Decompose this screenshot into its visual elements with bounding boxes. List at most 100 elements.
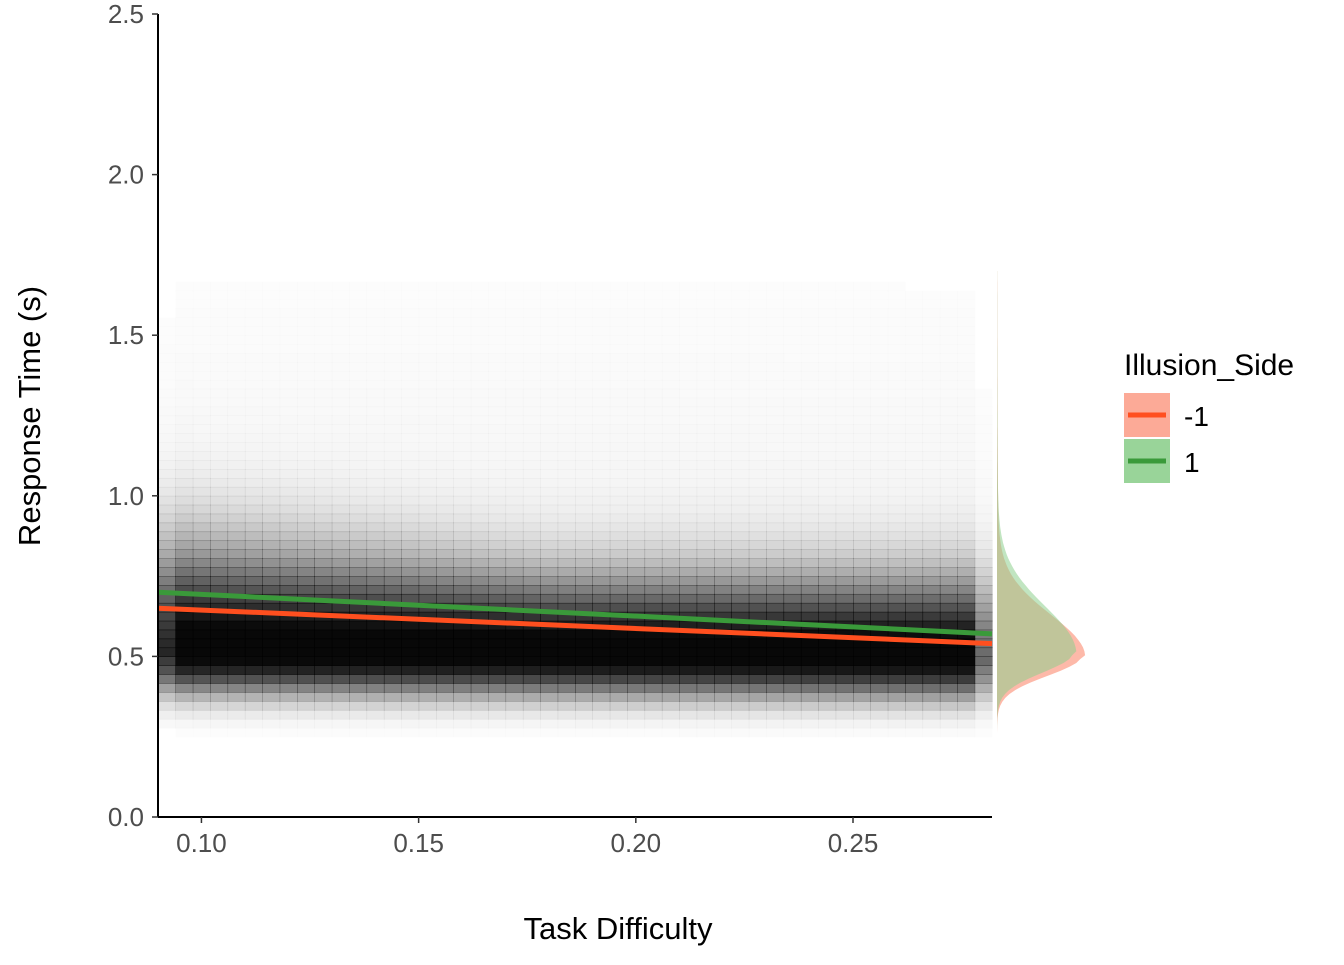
- heatmap-cell: [887, 692, 906, 702]
- heatmap-cell: [627, 665, 646, 675]
- heatmap-cell: [939, 692, 958, 702]
- heatmap-cell: [696, 709, 715, 720]
- heatmap-cell: [939, 602, 958, 613]
- heatmap-cell: [766, 469, 784, 479]
- x-axis-title: Task Difficulty: [524, 911, 713, 946]
- heatmap-cell: [679, 398, 697, 408]
- heatmap-cell: [436, 549, 454, 559]
- heatmap-cell: [923, 433, 941, 443]
- heatmap-cell: [470, 531, 489, 542]
- heatmap-cell: [522, 718, 541, 729]
- heatmap-cell: [922, 701, 941, 711]
- heatmap-cell: [922, 540, 941, 550]
- heatmap-cell: [471, 407, 489, 417]
- heatmap-cell: [627, 451, 645, 461]
- heatmap-cell: [853, 504, 871, 515]
- heatmap-cell: [644, 522, 663, 533]
- heatmap-cell: [557, 665, 576, 675]
- heatmap-cell: [227, 549, 246, 559]
- heatmap-cell: [419, 433, 437, 443]
- heatmap-cell: [731, 433, 749, 443]
- heatmap-cell: [800, 683, 819, 693]
- heatmap-cell: [453, 558, 472, 568]
- heatmap-cell: [923, 300, 941, 310]
- heatmap-cell: [366, 531, 385, 542]
- heatmap-cell: [922, 531, 941, 542]
- heatmap-cell: [470, 540, 489, 550]
- heatmap-cell: [609, 558, 628, 568]
- heatmap-cell: [627, 718, 646, 729]
- heatmap-cell: [731, 460, 749, 470]
- heatmap-cell: [714, 407, 732, 417]
- heatmap-cell: [974, 567, 993, 577]
- heatmap-cell: [210, 558, 229, 568]
- heatmap-cell: [366, 486, 385, 497]
- heatmap-cell: [766, 407, 784, 417]
- heatmap-cell: [558, 353, 576, 363]
- heatmap-cell: [453, 477, 472, 488]
- heatmap-cell: [714, 647, 732, 657]
- heatmap-cell: [609, 531, 628, 542]
- heatmap-cell: [506, 371, 524, 381]
- heatmap-cell: [940, 308, 958, 318]
- heatmap-cell: [766, 308, 784, 318]
- marginal-density-1: [997, 271, 1077, 737]
- heatmap-cell: [384, 344, 402, 354]
- heatmap-cell: [540, 558, 559, 568]
- heatmap-cell: [731, 504, 750, 515]
- heatmap-cell: [192, 638, 211, 649]
- heatmap-cell: [974, 656, 993, 666]
- heatmap-cell: [714, 683, 732, 693]
- heatmap-cell: [540, 638, 559, 649]
- heatmap-cell: [679, 701, 698, 711]
- heatmap-cell: [349, 719, 367, 729]
- heatmap-cell: [696, 647, 715, 657]
- heatmap-cell: [175, 380, 193, 390]
- heatmap-cell: [384, 362, 402, 372]
- heatmap-cell: [557, 629, 576, 640]
- heatmap-cell: [645, 326, 663, 336]
- heatmap-cell: [505, 665, 524, 675]
- heatmap-cell: [870, 531, 889, 542]
- heatmap-cell: [923, 451, 941, 461]
- heatmap-cell: [383, 585, 402, 595]
- heatmap-cell: [488, 317, 506, 327]
- heatmap-cell: [887, 593, 906, 604]
- heatmap-cell: [766, 433, 784, 443]
- heatmap-cell: [523, 424, 541, 434]
- heatmap-cell: [575, 460, 593, 470]
- heatmap-cell: [627, 389, 645, 399]
- heatmap-cell: [244, 611, 263, 622]
- heatmap-cell: [314, 531, 333, 542]
- heatmap-cell: [939, 656, 958, 666]
- heatmap-cell: [922, 549, 941, 559]
- heatmap-cell: [453, 674, 472, 684]
- heatmap-cell: [227, 665, 246, 675]
- heatmap-cell: [800, 522, 819, 533]
- heatmap-cell: [228, 335, 246, 345]
- heatmap-cell: [714, 576, 732, 586]
- heatmap-cell: [731, 531, 750, 542]
- heatmap-cell: [193, 291, 211, 301]
- heatmap-cell: [905, 380, 923, 390]
- heatmap-cell: [627, 344, 645, 354]
- heatmap-cell: [662, 380, 680, 390]
- heatmap-cell: [470, 611, 489, 622]
- heatmap-cell: [158, 486, 176, 497]
- heatmap-cell: [888, 728, 906, 738]
- heatmap-cell: [870, 291, 888, 301]
- heatmap-cell: [905, 683, 924, 693]
- heatmap-cell: [714, 362, 732, 372]
- heatmap-cell: [280, 371, 298, 381]
- heatmap-cell: [523, 371, 541, 381]
- heatmap-cell: [922, 629, 941, 640]
- heatmap-cell: [800, 647, 819, 657]
- heatmap-cell: [279, 477, 298, 488]
- heatmap-cell: [453, 335, 471, 345]
- heatmap-cell: [940, 344, 958, 354]
- heatmap-cell: [297, 638, 315, 649]
- heatmap-cell: [818, 728, 836, 738]
- heatmap-cell: [887, 477, 906, 488]
- heatmap-cell: [974, 611, 993, 622]
- heatmap-cell: [401, 683, 420, 693]
